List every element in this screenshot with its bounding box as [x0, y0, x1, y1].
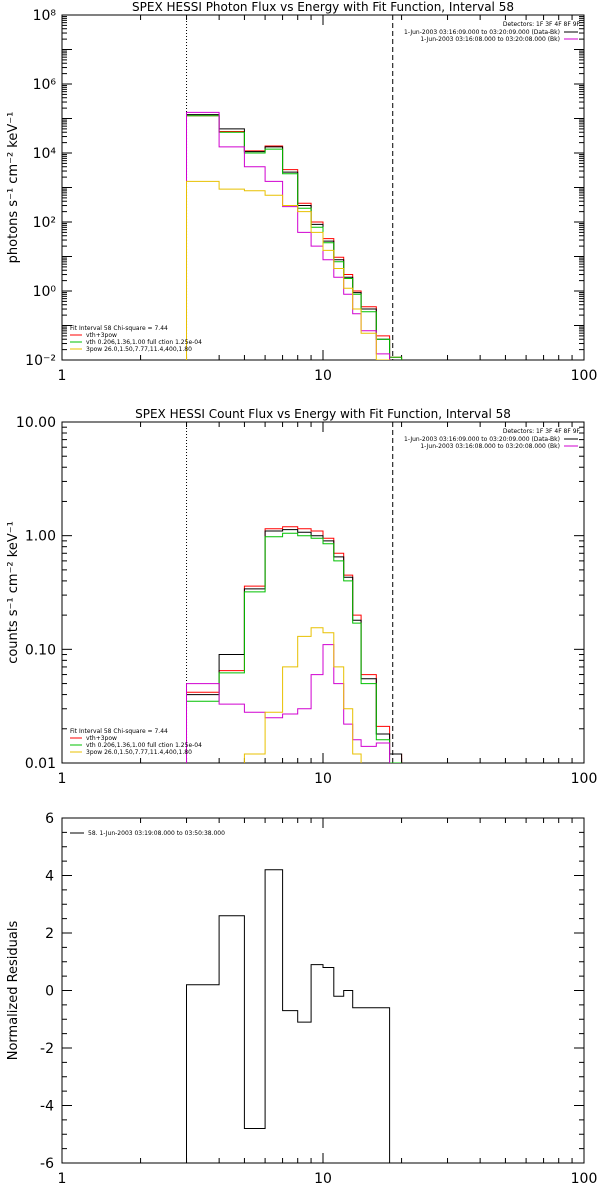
series-line-1 [186, 114, 402, 360]
y-tick-label: 6 [45, 811, 54, 827]
x-tick-label: 100 [571, 1171, 598, 1187]
fit-info-0: Fit Interval 58 Chi-square = 7.44 [70, 728, 168, 735]
chart-panel-2: SPEX HESSI Count Flux vs Energy with Fit… [6, 407, 598, 787]
series-line-0 [186, 869, 391, 1163]
x-tick-label: 1 [58, 1171, 67, 1187]
x-tick-label: 10 [314, 368, 332, 384]
y-tick-label: 0 [45, 984, 54, 1000]
y-tick-label: 10⁴ [33, 146, 57, 162]
y-tick-label: -6 [40, 1156, 54, 1172]
y-axis-label: Normalized Residuals [6, 921, 21, 1061]
fit-info-1: vth+3pow [86, 332, 117, 339]
interval-label-1: 1-Jun-2003 03:16:08.000 to 03:20:08.000 … [420, 36, 560, 43]
plot-frame [61, 14, 585, 361]
y-tick-label: 2 [45, 926, 54, 942]
y-tick-label: 10⁸ [33, 8, 57, 24]
y-axis-label: counts s⁻¹ cm⁻² keV⁻¹ [6, 521, 21, 664]
series-group [186, 111, 403, 360]
x-tick-label: 100 [571, 368, 598, 384]
y-tick-label: 10⁰ [33, 284, 57, 300]
chart-title: SPEX HESSI Photon Flux vs Energy with Fi… [132, 0, 514, 14]
series-line-0 [186, 526, 403, 763]
x-tick-label: 10 [314, 1171, 332, 1187]
detectors-label: Detectors: 1F 3F 4F 8F 9F [503, 428, 581, 435]
y-tick-label: 10.00 [16, 415, 56, 431]
fit-info-3: 3pow 26.0,1.50,7.77,11.4,400,1.80 [86, 346, 192, 353]
fit-info-1: vth+3pow [86, 735, 117, 742]
series-line-0 [186, 115, 403, 360]
y-tick-label: 0.10 [25, 642, 56, 658]
chart-title: SPEX HESSI Count Flux vs Energy with Fit… [135, 407, 511, 421]
plot-frame [61, 817, 585, 1164]
series-line-4 [186, 180, 403, 360]
x-tick-label: 1 [58, 771, 67, 787]
series-line-3 [186, 644, 403, 763]
residual-legend: 58. 1-Jun-2003 03:19:08.000 to 03:50:38.… [88, 830, 225, 837]
y-axis-label: photons s⁻¹ cm⁻² keV⁻¹ [6, 112, 21, 264]
chart-panel-1: SPEX HESSI Photon Flux vs Energy with Fi… [6, 0, 597, 384]
y-tick-label: -4 [40, 1099, 54, 1115]
x-tick-label: 10 [314, 771, 332, 787]
interval-label-0: 1-Jun-2003 03:16:09.000 to 03:20:09.000 … [404, 436, 560, 443]
y-tick-label: -2 [40, 1041, 54, 1057]
series-line-2 [186, 532, 402, 763]
series-group [186, 869, 391, 1163]
y-tick-label: 1.00 [25, 529, 56, 545]
chart-panel-3: Normalized Residuals 1 10 100 -6 -4 -2 0 2 4 6 58. … [6, 811, 597, 1187]
series-line-3 [186, 111, 403, 360]
y-tick-label: 4 [45, 869, 54, 885]
plot-frame [61, 421, 585, 764]
y-tick-label: 10² [33, 215, 56, 231]
x-tick-label: 1 [58, 368, 67, 384]
fit-info-3: 3pow 26.0,1.50,7.77,11.4,400,1.80 [86, 749, 192, 756]
series-line-4 [186, 627, 403, 763]
series-group [186, 526, 403, 763]
y-tick-label: 0.01 [25, 756, 56, 772]
fit-info-2: vth 0.206,1.36,1.00 full ction 1.25e-04 [86, 339, 202, 346]
x-tick-label: 100 [571, 771, 598, 787]
interval-label-1: 1-Jun-2003 03:16:08.000 to 03:20:08.000 … [420, 443, 560, 450]
y-tick-label: 10⁻² [25, 353, 56, 369]
fit-info-0: Fit Interval 58 Chi-square = 7.44 [70, 325, 168, 332]
series-line-1 [186, 529, 403, 763]
y-tick-label: 10⁶ [33, 77, 57, 93]
interval-label-0: 1-Jun-2003 03:16:09.000 to 03:20:09.000 … [404, 29, 560, 36]
fit-info-2: vth 0.206,1.36,1.00 full ction 1.25e-04 [86, 742, 202, 749]
detectors-label: Detectors: 1F 3F 4F 8F 9F [503, 21, 581, 28]
series-line-2 [186, 115, 403, 360]
